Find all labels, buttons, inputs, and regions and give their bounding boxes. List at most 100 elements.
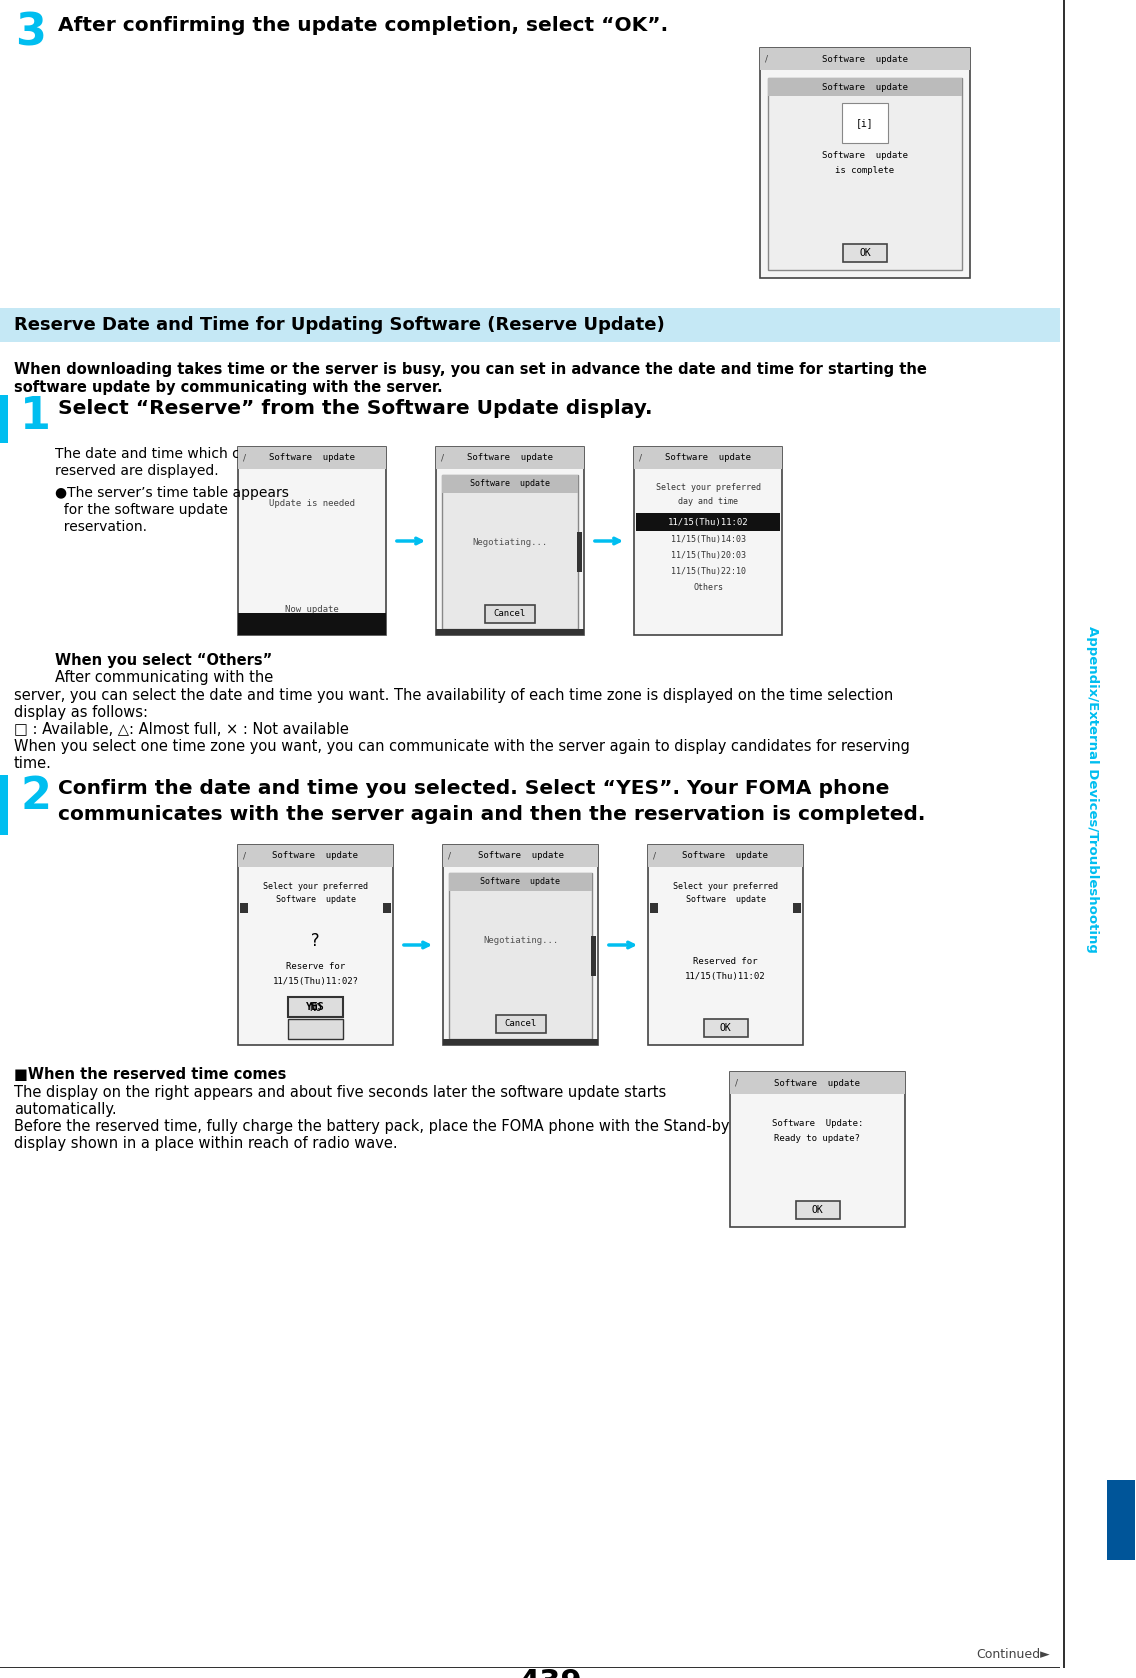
Bar [436, 629, 584, 634]
Text: day and time: day and time [678, 497, 738, 507]
Bar [239, 446, 386, 634]
Text: Software  update: Software update [685, 894, 766, 904]
Text: Software  update: Software update [665, 453, 751, 463]
Text: /: / [638, 453, 642, 463]
Bar [436, 446, 584, 468]
Text: reservation.: reservation. [55, 520, 147, 534]
Text: 11/15(Thu)11:02: 11/15(Thu)11:02 [685, 972, 766, 982]
Bar [239, 846, 393, 1045]
Text: 11/15(Thu)20:03: 11/15(Thu)20:03 [670, 550, 745, 560]
Text: Software  update: Software update [276, 894, 356, 904]
Bar [449, 873, 592, 891]
Text: Software  update: Software update [273, 851, 359, 861]
Text: The date and time which can be: The date and time which can be [55, 446, 278, 461]
Bar [760, 49, 970, 279]
Text: OK: OK [859, 248, 871, 258]
Text: Select your preferred: Select your preferred [264, 883, 368, 891]
Text: Negotiating...: Negotiating... [483, 936, 558, 945]
Bar [240, 903, 248, 913]
Bar [634, 446, 782, 468]
Text: After communicating with the: After communicating with the [55, 670, 274, 685]
Text: display shown in a place within reach of radio wave.: display shown in a place within reach of… [14, 1136, 398, 1151]
Text: Select your preferred: Select your preferred [673, 883, 778, 891]
Text: Software  update: Software update [683, 851, 768, 861]
Text: Now update: Now update [285, 606, 339, 614]
Text: Software  update: Software update [269, 453, 354, 463]
Bar [0, 775, 8, 836]
Text: [i]: [i] [857, 117, 874, 128]
Text: Reserve for: Reserve for [286, 961, 345, 972]
Bar [442, 475, 578, 493]
Text: software update by communicating with the server.: software update by communicating with th… [14, 379, 443, 394]
Text: Reserved for: Reserved for [693, 956, 758, 967]
Text: automatically.: automatically. [14, 1102, 117, 1118]
Text: Confirm the date and time you selected. Select “YES”. Your FOMA phone: Confirm the date and time you selected. … [58, 779, 889, 799]
Text: YES: YES [306, 1002, 325, 1012]
Text: 3: 3 [15, 12, 45, 55]
Bar [648, 846, 803, 868]
Bar [383, 903, 391, 913]
Text: 439: 439 [518, 1668, 582, 1678]
Text: display as follows:: display as follows: [14, 705, 148, 720]
Text: Ready to update?: Ready to update? [775, 1134, 860, 1143]
Text: /: / [653, 851, 655, 861]
Text: 1: 1 [20, 394, 51, 438]
Text: server, you can select the date and time you want. The availability of each time: server, you can select the date and time… [14, 688, 893, 703]
Bar [449, 873, 592, 1039]
Bar [650, 903, 658, 913]
Text: Before the reserved time, fully charge the battery pack, place the FOMA phone wi: Before the reserved time, fully charge t… [14, 1119, 729, 1134]
Bar [495, 1015, 545, 1034]
Text: time.: time. [14, 757, 52, 770]
Text: The display on the right appears and about five seconds later the software updat: The display on the right appears and abo… [14, 1086, 666, 1101]
Text: When you select one time zone you want, you can communicate with the server agai: When you select one time zone you want, … [14, 738, 910, 753]
Text: ●The server’s time table appears: ●The server’s time table appears [55, 487, 289, 500]
Bar [730, 1072, 905, 1094]
Bar [443, 1039, 598, 1045]
Bar [289, 1019, 343, 1039]
Text: Cancel: Cancel [494, 609, 526, 619]
Text: /: / [448, 851, 451, 861]
Text: OK: OK [719, 1024, 732, 1034]
Text: NO: NO [309, 1003, 321, 1014]
Text: 11/15(Thu)11:02?: 11/15(Thu)11:02? [273, 977, 359, 987]
Text: /: / [441, 453, 444, 463]
Bar [239, 612, 386, 634]
Bar [442, 475, 578, 629]
Bar [636, 513, 780, 530]
Bar [443, 846, 598, 868]
Bar [577, 532, 582, 572]
Text: Software  update: Software update [775, 1079, 860, 1087]
Bar [730, 1072, 905, 1227]
Text: Continued►: Continued► [976, 1648, 1050, 1661]
Text: /: / [765, 54, 768, 64]
Bar [239, 446, 386, 468]
Text: ?: ? [310, 931, 320, 950]
Text: Software  update: Software update [822, 54, 908, 64]
Text: Select your preferred: Select your preferred [655, 483, 760, 492]
Bar [760, 49, 970, 70]
Bar [795, 1201, 840, 1218]
Bar [239, 846, 393, 868]
Text: is complete: is complete [835, 166, 894, 175]
Text: Update is needed: Update is needed [269, 498, 354, 508]
Text: communicates with the server again and then the reservation is completed.: communicates with the server again and t… [58, 805, 926, 824]
Text: for the software update: for the software update [55, 503, 228, 517]
Text: Software  update: Software update [467, 453, 553, 463]
Bar [768, 77, 962, 96]
Text: 11/15(Thu)14:03: 11/15(Thu)14:03 [670, 535, 745, 544]
Text: Others: Others [693, 582, 722, 592]
Bar [485, 606, 535, 623]
Text: Appendix/External Devices/Troubleshooting: Appendix/External Devices/Troubleshootin… [1086, 626, 1100, 953]
Text: When downloading takes time or the server is busy, you can set in advance the da: When downloading takes time or the serve… [14, 362, 927, 378]
Bar [768, 77, 962, 270]
Text: Software  update: Software update [470, 480, 550, 488]
Bar [843, 243, 887, 262]
Text: □ : Available, △: Almost full, × : Not available: □ : Available, △: Almost full, × : Not a… [14, 722, 349, 737]
Bar [0, 309, 1060, 342]
Text: After confirming the update completion, select “OK”.: After confirming the update completion, … [58, 17, 668, 35]
Bar [0, 394, 8, 443]
Text: /: / [735, 1079, 738, 1087]
Bar [591, 936, 596, 977]
Bar [634, 446, 782, 634]
Text: ■When the reserved time comes: ■When the reserved time comes [14, 1067, 286, 1082]
